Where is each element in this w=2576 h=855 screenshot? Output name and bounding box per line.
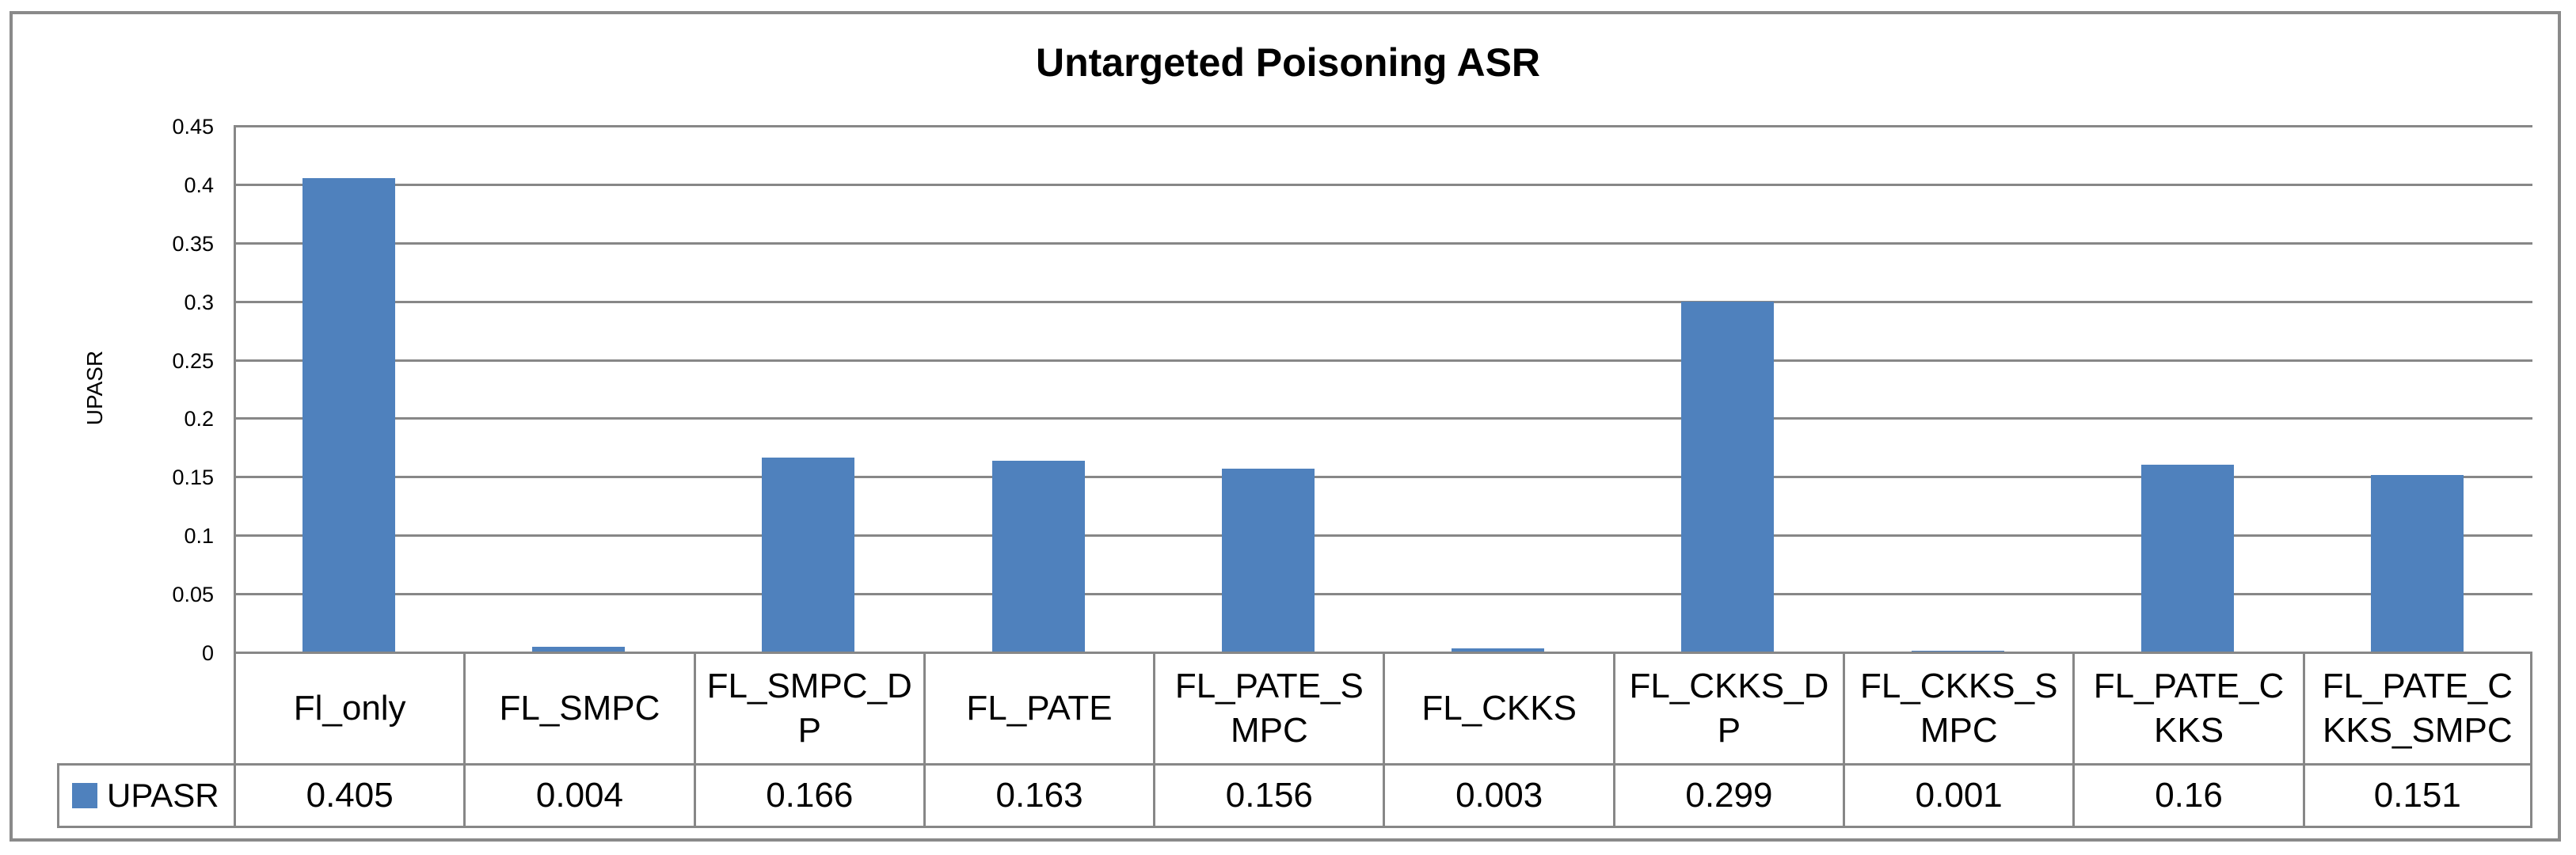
chart-outer-border <box>10 11 2561 842</box>
category-label-line: FL_CKKS_S <box>1859 667 2058 705</box>
gridline <box>234 300 2532 303</box>
category-label-line: KKS_SMPC <box>2323 711 2513 750</box>
category-label-line: P <box>1717 711 1741 750</box>
category-cell: FL_CKKS_D P <box>1612 652 1844 766</box>
category-cell: FL_SMPC <box>463 652 694 766</box>
category-label-line: FL_CKKS <box>1421 689 1577 728</box>
value-cell: 0.166 <box>693 763 923 828</box>
bar-FL_CKKS <box>1452 648 1545 652</box>
category-cell: FL_SMPC_D P <box>693 652 923 766</box>
y-tick-label: 0.25 <box>172 348 214 373</box>
category-label-line: KKS <box>2154 711 2224 750</box>
y-tick-label: 0.2 <box>184 407 214 431</box>
gridline <box>234 476 2532 479</box>
bar-FL_PATE_SMPC <box>1221 469 1315 652</box>
value-cell: 0.163 <box>923 763 1154 828</box>
bar-FL_PATE <box>991 461 1085 652</box>
legend-cell: UPASR <box>57 763 234 828</box>
plot-area <box>234 125 2532 652</box>
value-cell: 0.405 <box>234 763 464 828</box>
y-tick-label: 0.35 <box>172 231 214 256</box>
category-cell: FL_PATE_C KKS_SMPC <box>2302 652 2532 766</box>
y-tick-label: 0 <box>201 641 214 665</box>
category-cell: Fl_only <box>234 652 464 766</box>
category-label-line: Fl_only <box>293 689 406 728</box>
y-tick-label: 0.4 <box>184 173 214 197</box>
y-tick-label: 0.15 <box>172 466 214 490</box>
y-axis-line <box>234 125 236 652</box>
category-label-line: MPC <box>1230 711 1308 750</box>
value-cell: 0.156 <box>1153 763 1383 828</box>
category-label-line: FL_PATE_C <box>2322 667 2513 705</box>
category-label-line: FL_SMPC <box>499 689 660 728</box>
bar-FL_SMPC_DP <box>762 457 855 652</box>
chart-title: Untargeted Poisoning ASR <box>1035 40 1541 85</box>
bar-FL_CKKS_SMPC <box>1911 650 2004 652</box>
category-cell: FL_CKKS_S MPC <box>1843 652 2073 766</box>
y-tick-label: 0.05 <box>172 583 214 607</box>
gridline <box>234 125 2532 127</box>
value-cell: 0.004 <box>463 763 694 828</box>
category-label-line: P <box>797 711 821 750</box>
bar-FL_CKKS_DP <box>1681 302 1775 652</box>
category-label-line: FL_PATE <box>966 689 1113 728</box>
y-axis-title: UPASR <box>82 350 107 426</box>
gridline <box>234 359 2532 362</box>
category-cell: FL_PATE <box>923 652 1154 766</box>
bar-FL_PATE_CKKS <box>2141 464 2235 652</box>
category-label-line: MPC <box>1920 711 1998 750</box>
value-cell: 0.151 <box>2302 763 2532 828</box>
category-label-line: FL_CKKS_D <box>1629 667 1829 705</box>
y-tick-label: 0.1 <box>184 524 214 549</box>
legend-label: UPASR <box>107 777 219 814</box>
gridline <box>234 417 2532 420</box>
value-cell: 0.16 <box>2072 763 2303 828</box>
bar-Fl_only <box>302 177 395 652</box>
value-cell: 0.003 <box>1383 763 1613 828</box>
gridline <box>234 241 2532 245</box>
y-tick-label: 0.3 <box>184 290 214 314</box>
gridline <box>234 534 2532 538</box>
legend-swatch-icon <box>72 783 97 808</box>
value-cell: 0.001 <box>1843 763 2073 828</box>
gridline <box>234 593 2532 596</box>
bar-FL_PATE_CKKS_SMPC <box>2371 474 2464 652</box>
category-label-line: FL_PATE_C <box>2093 667 2285 705</box>
category-label-line: FL_SMPC_D <box>706 667 912 705</box>
category-cell: FL_PATE_S MPC <box>1153 652 1383 766</box>
category-cell: FL_PATE_C KKS <box>2072 652 2303 766</box>
category-cell: FL_CKKS <box>1383 652 1613 766</box>
category-label-line: FL_PATE_S <box>1174 667 1364 705</box>
category-header-row: Fl_only FL_SMPC FL_SMPC_D P FL_PATE FL_PATE_S… <box>234 652 2532 766</box>
data-table-value-row: UPASR 0.405 0.004 0.166 0.163 0.156 0.003 0.29… <box>57 763 2532 828</box>
value-cell: 0.299 <box>1612 763 1844 828</box>
bar-FL_SMPC <box>531 647 625 652</box>
gridline <box>234 183 2532 186</box>
y-tick-label: 0.45 <box>172 115 214 139</box>
